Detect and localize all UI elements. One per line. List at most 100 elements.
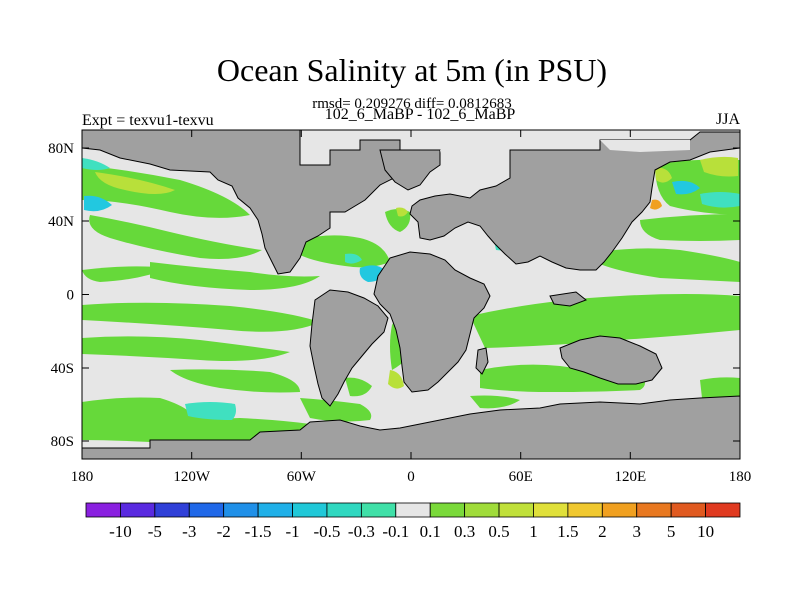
y-tick-label: 40S (51, 361, 74, 377)
colorbar-label: -0.1 (382, 522, 409, 541)
experiment-label: Expt = texvu1-texvu (82, 112, 214, 129)
land-greenland (379, 149, 441, 191)
colorbar-swatch (601, 502, 638, 518)
colorbar-swatch (670, 502, 706, 518)
contour-region (600, 248, 740, 282)
x-tick-label: 120W (173, 469, 211, 485)
no-data-patch (440, 150, 500, 182)
colorbar-swatch (154, 502, 190, 518)
colorbar-label: 3 (632, 522, 641, 541)
land-madagascar (475, 347, 489, 375)
colorbar-swatch (188, 502, 225, 518)
colorbar-swatch (223, 502, 259, 518)
no-data-areas (440, 140, 690, 182)
contour-region (82, 302, 320, 332)
contour-region (700, 192, 740, 208)
contour-region (185, 402, 236, 420)
contour-region (345, 377, 372, 397)
land-indonesia (549, 291, 587, 307)
colorbar-label: 1.5 (557, 522, 578, 541)
contour-region (345, 253, 362, 264)
land-australia (559, 335, 663, 385)
colorbar-swatch (636, 502, 672, 518)
contour-region (84, 195, 112, 212)
contour-region (700, 377, 740, 402)
land-antarctica (82, 395, 740, 459)
colorbar-swatch (705, 502, 741, 518)
contour-region (89, 215, 262, 259)
land-masses (82, 130, 740, 459)
colorbar-label: 5 (667, 522, 676, 541)
colorbar-label: -5 (148, 522, 162, 541)
colorbar-label: -3 (182, 522, 196, 541)
land-eurasia (409, 131, 740, 271)
y-tick-label: 40N (48, 214, 74, 230)
season-label: JJA (715, 111, 740, 128)
colorbar: -10 -5 -3 -2 -1.5 -1 -0.5 -0.3 -0.1 0.1 0.3 0.5 1 1.5… (85, 502, 741, 541)
colorbar-swatch (120, 502, 156, 518)
colorbar-swatch (257, 502, 293, 518)
colorbar-swatch (498, 502, 534, 518)
colorbar-swatch (533, 502, 569, 518)
contour-region (650, 199, 662, 210)
land-africa (373, 251, 491, 393)
colorbar-swatch (567, 502, 603, 518)
colorbar-swatch (464, 502, 500, 518)
land-north-america (82, 130, 401, 275)
period-label: 102_6_MaBP - 102_6_MaBP (324, 106, 516, 123)
y-tick-label: 80N (48, 141, 74, 157)
y-tick-label: 0 (67, 288, 75, 304)
colorbar-label: 0.3 (454, 522, 475, 541)
colorbar-swatch (360, 502, 397, 518)
colorbar-swatch (429, 502, 466, 518)
contour-region (300, 235, 390, 268)
contour-region (388, 370, 404, 389)
contour-region (82, 397, 310, 446)
chart-title: Ocean Salinity at 5m (in PSU) (216, 52, 608, 88)
colorbar-label: -0.3 (348, 522, 375, 541)
contour-region (640, 214, 740, 241)
colorbar-label: 1 (529, 522, 538, 541)
x-axis-labels: 180 120W 60W 0 60E 120E 180 (71, 469, 752, 485)
colorbar-label: 0.5 (488, 522, 509, 541)
contour-region (95, 172, 175, 194)
x-tick-label: 120E (614, 469, 646, 485)
colorbar-label: -1 (285, 522, 299, 541)
y-tick-label: 80S (51, 434, 74, 450)
colorbar-label: 2 (598, 522, 607, 541)
x-tick-label: 180 (71, 469, 94, 485)
contour-region (700, 156, 738, 177)
colorbar-label: -1.5 (245, 522, 272, 541)
colorbar-label: -2 (217, 522, 231, 541)
contour-region (82, 158, 110, 170)
contour-region (470, 395, 520, 409)
no-data-patch (600, 140, 690, 152)
y-axis-labels: 80N 40N 0 40S 80S (48, 141, 74, 450)
colorbar-swatch (395, 502, 431, 518)
colorbar-swatch (326, 502, 362, 518)
contour-region (170, 369, 300, 393)
colorbar-label: 10 (697, 522, 714, 541)
contour-region (300, 398, 372, 422)
colorbar-label: -0.5 (313, 522, 340, 541)
colorbar-swatch (85, 502, 121, 518)
contour-region (470, 294, 740, 348)
land-south-america (309, 289, 389, 407)
contour-region (396, 207, 408, 217)
contour-region (655, 167, 672, 183)
tick-marks (81, 130, 741, 459)
colorbar-label: -10 (109, 522, 132, 541)
contour-region (82, 266, 170, 282)
x-tick-label: 60W (287, 469, 317, 485)
x-tick-label: 60E (509, 469, 533, 485)
salinity-field (82, 156, 740, 446)
colorbar-label: 0.1 (420, 522, 441, 541)
stats-subtitle: rmsd= 0.209276 diff= 0.0812683 (312, 96, 512, 112)
contour-region (150, 262, 320, 290)
colorbar-swatch (292, 502, 328, 518)
x-tick-label: 0 (407, 469, 415, 485)
map-panel (82, 130, 740, 459)
contour-region (82, 336, 290, 361)
contour-region (672, 180, 700, 195)
